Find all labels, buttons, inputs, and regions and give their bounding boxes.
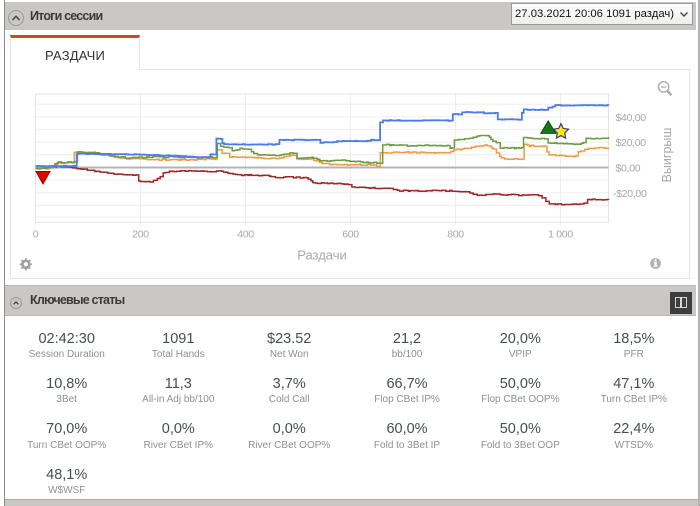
svg-text:400: 400 — [237, 229, 254, 241]
svg-text:0: 0 — [33, 229, 39, 241]
svg-text:Выигрыш: Выигрыш — [660, 128, 674, 183]
svg-text:1 000: 1 000 — [548, 229, 573, 241]
svg-text:$0,00: $0,00 — [616, 163, 641, 175]
svg-text:800: 800 — [447, 229, 464, 241]
svg-text:Раздачи: Раздачи — [297, 248, 347, 263]
svg-text:600: 600 — [342, 229, 359, 241]
svg-text:$20,00: $20,00 — [616, 137, 647, 149]
svg-text:200: 200 — [132, 229, 149, 241]
svg-text:-$20,00: -$20,00 — [613, 188, 647, 200]
svg-text:$40,00: $40,00 — [616, 112, 647, 124]
